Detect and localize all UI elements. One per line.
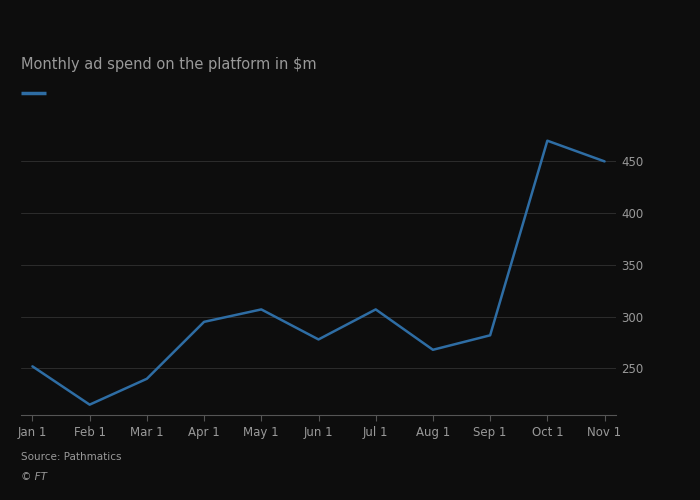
Text: Monthly ad spend on the platform in $m: Monthly ad spend on the platform in $m [21, 58, 316, 72]
Text: Source: Pathmatics: Source: Pathmatics [21, 452, 122, 462]
Text: © FT: © FT [21, 472, 47, 482]
